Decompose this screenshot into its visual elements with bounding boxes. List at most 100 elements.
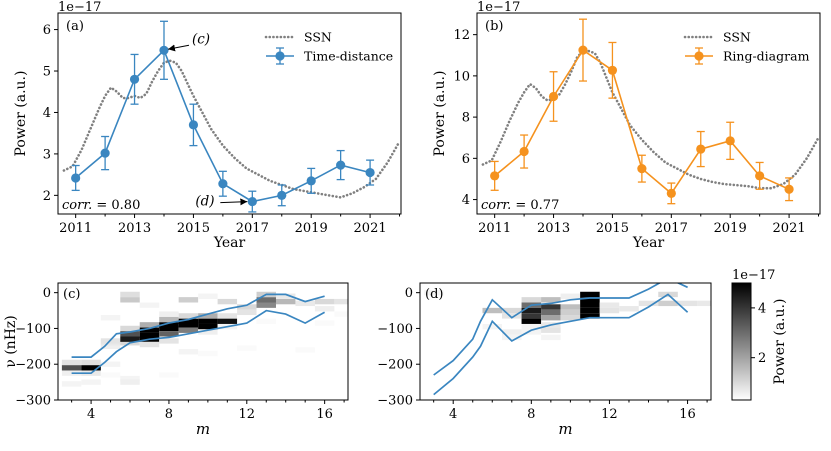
heatmap-cell-c-9--65: [178, 313, 199, 319]
corr-label-b: corr.: [481, 198, 511, 213]
heatmap-cell-c-6--100: [120, 325, 140, 332]
heatmap-cell-c-9--165: [178, 349, 199, 355]
panel-label-a: (a): [66, 19, 84, 34]
data-point-b-2011: [490, 171, 500, 181]
ssn-line-b: [481, 49, 820, 190]
heatmap-cell-d-9--55: [541, 309, 561, 316]
heatmap-cell-d-9--40: [541, 304, 561, 310]
heatmap-cell-c-5--70: [100, 315, 121, 321]
y-tick-label-d--100: −100: [377, 322, 413, 337]
heatmap-cell-c-10--65: [198, 313, 218, 319]
heatmap-cell-d-12--50: [599, 307, 620, 314]
heatmap-cell-d-10--70: [560, 315, 581, 321]
y-tick-label-a-6: 6: [43, 23, 51, 38]
legend-swatch-marker-a: [275, 51, 285, 61]
annotation-arrow-a-1: [220, 198, 248, 206]
y-tick-label-b-10: 10: [453, 69, 470, 84]
axes-frame-b: [476, 12, 821, 215]
corr-text-a: corr. = 0.80: [62, 198, 140, 213]
heatmap-cell-c-3--255: [61, 381, 82, 387]
x-tick-label-b-2021: 2021: [773, 221, 806, 236]
y-tick-label-a-2: 2: [43, 189, 51, 204]
colorbar-gradient: [731, 282, 752, 401]
heatmap-cell-d-9--20: [541, 297, 561, 303]
data-point-b-2021: [784, 184, 794, 194]
heatmap-cell-c-9--80: [178, 318, 199, 324]
data-point-a-2018: [277, 190, 287, 200]
data-point-b-2012: [519, 146, 529, 157]
heatmap-cell-d-10--40: [560, 304, 581, 310]
heatmap-cell-d-6--50: [482, 307, 503, 314]
heatmap-cell-c-9--90: [178, 322, 199, 328]
x-tick-label-d-8: 8: [527, 407, 535, 422]
legend-label-ssn-a: SSN: [304, 30, 332, 45]
data-point-a-2016: [218, 179, 228, 189]
annotation-label-a-0: (c): [192, 31, 210, 47]
x-axis-label-c: m: [196, 420, 210, 438]
y-tick-label-d-0: 0: [405, 286, 413, 301]
x-tick-label-c-16: 16: [316, 407, 333, 422]
data-point-a-2021: [365, 167, 375, 178]
corr-value-a: = 0.80: [92, 198, 140, 213]
heatmap-cell-c-8--115: [159, 331, 179, 337]
y-tick-label-b-4: 4: [462, 193, 470, 208]
data-point-b-2020: [755, 171, 765, 181]
x-axis-label-b: Year: [632, 235, 665, 251]
offset-text-a: 1e−17: [58, 0, 101, 15]
heatmap-cell-c-6--240: [120, 375, 140, 382]
plot-area-d: [423, 283, 711, 396]
heatmap-cell-d-11--35: [580, 302, 600, 308]
heatmap-cell-c-8--135: [159, 338, 179, 344]
panel-label-c: (c): [63, 287, 80, 302]
heatmap-cell-c-16--45: [314, 306, 335, 312]
heatmap-cell-d-14--30: [638, 300, 659, 307]
legend-swatch-marker-b: [694, 51, 704, 61]
data-point-b-2016: [637, 164, 647, 174]
data-point-b-2014: [578, 45, 588, 55]
heatmap-cell-c-8--75: [159, 316, 179, 323]
data-point-b-2019: [725, 136, 735, 146]
heatmap-cell-c-3--210: [61, 365, 82, 371]
colorbar-tick-label-2: 2: [758, 351, 766, 366]
heatmap-cell-c-8--60: [159, 311, 179, 317]
y-tick-label-d--200: −200: [377, 358, 413, 373]
heatmap-cell-d-8--80: [521, 318, 542, 324]
heatmap-cell-c-15--30: [295, 300, 315, 307]
heatmap-cell-d-11--20: [580, 297, 600, 303]
legend-label-series-b: Ring-diagram: [723, 49, 810, 64]
heatmap-cell-c-10--170: [198, 350, 218, 357]
heatmap-cell-d-11--65: [580, 313, 600, 319]
y-tick-label-a-3: 3: [43, 147, 51, 162]
x-tick-label-d-16: 16: [679, 407, 696, 422]
heatmap-cell-d-10--10: [560, 293, 581, 299]
heatmap-cell-c-11--80: [217, 318, 238, 324]
x-tick-label-a-2019: 2019: [295, 221, 328, 236]
heatmap-cell-c-7--35: [139, 302, 160, 308]
y-tick-label-c--200: −200: [15, 358, 51, 373]
heatmap-cell-c-10--10: [198, 293, 218, 299]
legend-label-series-a: Time-distance: [304, 49, 393, 64]
heatmap-cell-c-6--130: [120, 336, 140, 342]
heatmap-cell-c-5--150: [100, 343, 121, 350]
heatmap-cell-c-11--65: [217, 313, 238, 319]
y-axis-label-a: Power (a.u.): [13, 71, 29, 157]
heatmap-cell-c-16--25: [314, 298, 335, 305]
heatmap-cell-c-8--90: [159, 322, 179, 328]
data-point-b-2017: [666, 188, 676, 198]
y-axis-label-c: ν (nHz): [3, 315, 19, 368]
heatmap-cell-d-8--20: [521, 297, 542, 303]
y-tick-label-b-8: 8: [462, 111, 470, 126]
corr-value-b: = 0.77: [511, 198, 559, 213]
heatmap-cell-c-4--250: [81, 379, 101, 385]
heatmap-cell-c-3--195: [61, 359, 82, 366]
heatmap-cell-d-12--35: [599, 302, 620, 308]
heatmap-cell-d-10--55: [560, 309, 581, 316]
heatmap-cell-c-12--40: [237, 304, 257, 310]
panel-label-b: (b): [485, 19, 503, 34]
heatmap-cell-c-6--5: [120, 291, 140, 298]
heatmap-cell-d-7--110: [502, 329, 522, 335]
panel-label-d: (d): [425, 287, 443, 302]
heatmap-cell-d-7--50: [502, 307, 522, 314]
heatmap-cell-d-13--45: [619, 306, 639, 312]
